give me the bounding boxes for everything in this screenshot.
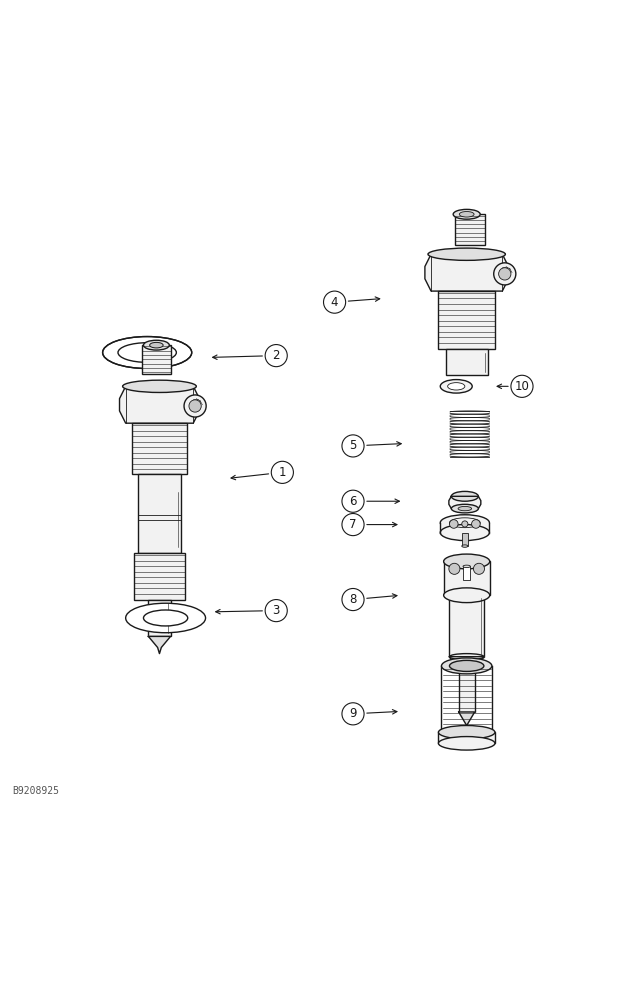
Polygon shape <box>120 386 200 423</box>
Circle shape <box>184 395 206 417</box>
Ellipse shape <box>462 545 468 547</box>
Polygon shape <box>425 254 508 291</box>
Text: 5: 5 <box>349 439 356 452</box>
Text: B9208925: B9208925 <box>12 786 59 796</box>
Ellipse shape <box>126 603 206 633</box>
Bar <box>132 423 187 474</box>
Text: 2: 2 <box>272 349 280 362</box>
Ellipse shape <box>458 506 472 511</box>
Text: 1: 1 <box>278 466 286 479</box>
Bar <box>142 345 171 374</box>
Text: 3: 3 <box>273 604 280 617</box>
Bar <box>438 291 495 349</box>
Ellipse shape <box>438 737 495 750</box>
Ellipse shape <box>143 610 188 626</box>
Bar <box>446 349 487 375</box>
Circle shape <box>498 268 511 280</box>
Ellipse shape <box>440 380 472 393</box>
Ellipse shape <box>123 380 197 392</box>
Ellipse shape <box>450 660 484 671</box>
Bar <box>459 672 475 712</box>
Circle shape <box>342 435 364 457</box>
Ellipse shape <box>463 565 471 568</box>
Ellipse shape <box>440 515 489 531</box>
Bar <box>138 474 181 553</box>
Ellipse shape <box>448 383 465 390</box>
Ellipse shape <box>453 209 480 219</box>
Text: 4: 4 <box>331 296 339 309</box>
Circle shape <box>511 375 533 397</box>
Bar <box>438 732 495 743</box>
Circle shape <box>474 563 484 574</box>
Circle shape <box>342 588 364 611</box>
Text: 8: 8 <box>349 593 356 606</box>
Ellipse shape <box>451 504 479 513</box>
Bar <box>462 533 468 546</box>
Bar <box>148 600 171 636</box>
Circle shape <box>472 520 480 528</box>
Bar <box>441 666 492 732</box>
Text: 7: 7 <box>349 518 356 531</box>
Circle shape <box>462 521 468 527</box>
Circle shape <box>342 514 364 536</box>
Circle shape <box>265 345 287 367</box>
Circle shape <box>450 520 458 528</box>
Circle shape <box>342 703 364 725</box>
Circle shape <box>324 291 345 313</box>
Bar <box>463 566 471 580</box>
Polygon shape <box>459 712 475 726</box>
Polygon shape <box>449 496 481 509</box>
Ellipse shape <box>441 658 492 674</box>
Ellipse shape <box>438 726 495 739</box>
Text: 6: 6 <box>349 495 356 508</box>
Text: 9: 9 <box>349 707 356 720</box>
Ellipse shape <box>103 337 192 369</box>
Polygon shape <box>450 657 484 672</box>
Ellipse shape <box>444 554 490 569</box>
Ellipse shape <box>459 212 474 217</box>
Circle shape <box>342 490 364 512</box>
Text: 10: 10 <box>515 380 529 393</box>
Polygon shape <box>148 636 171 654</box>
Bar <box>444 561 490 595</box>
Ellipse shape <box>428 248 505 260</box>
Ellipse shape <box>440 525 489 541</box>
Ellipse shape <box>118 343 176 362</box>
Bar <box>450 595 484 657</box>
Circle shape <box>449 563 460 574</box>
Ellipse shape <box>143 340 169 350</box>
Circle shape <box>272 461 293 483</box>
Ellipse shape <box>444 588 490 603</box>
Bar <box>455 214 484 245</box>
Circle shape <box>494 263 516 285</box>
Circle shape <box>189 400 202 412</box>
Ellipse shape <box>451 491 479 501</box>
Ellipse shape <box>450 654 484 660</box>
Bar <box>440 523 489 533</box>
Circle shape <box>265 600 287 622</box>
Bar <box>134 553 185 600</box>
Ellipse shape <box>149 342 163 348</box>
